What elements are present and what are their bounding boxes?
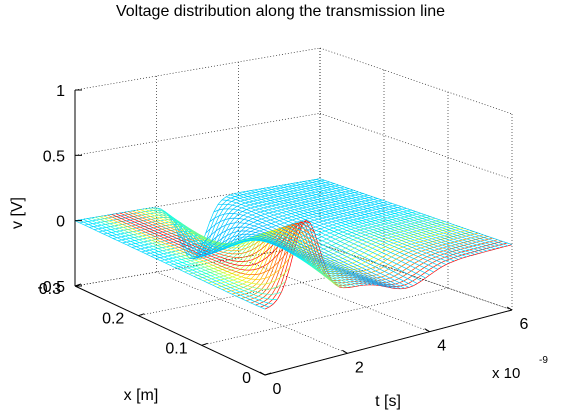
x-tick — [201, 342, 208, 346]
surface-column — [242, 191, 434, 273]
axes-box — [74, 90, 513, 376]
surface-column — [279, 185, 471, 256]
surface-column — [226, 196, 418, 284]
x-tick — [138, 313, 145, 317]
grid-line — [238, 257, 430, 332]
t-tick-label: 4 — [437, 338, 446, 355]
surface-column — [87, 218, 278, 300]
surface-column — [213, 208, 406, 289]
x-tick — [74, 283, 82, 287]
surface-column — [95, 216, 286, 290]
x-tick-label: 0.3 — [39, 281, 61, 298]
t-tick — [342, 349, 348, 354]
x-axis-line — [74, 285, 266, 376]
surface-column — [193, 230, 385, 287]
surface-column — [197, 226, 389, 288]
surface-column — [262, 188, 455, 262]
t-tick — [424, 328, 430, 333]
surface-column — [136, 209, 328, 271]
grid-layer — [74, 47, 513, 376]
z-tick-label: -0.5 — [37, 279, 65, 296]
surface-column — [238, 192, 430, 276]
t-tick — [259, 371, 266, 376]
surface-column — [217, 203, 410, 288]
surface-column — [270, 186, 463, 259]
z-tick-label: 0 — [56, 214, 65, 231]
tick-marks: -0.5 0 0.5 1 0 2 4 6 0 0.1 0.2 0.3 — [37, 83, 528, 398]
surface-column — [266, 187, 459, 260]
x-tick — [264, 372, 272, 376]
surface-column — [319, 178, 513, 246]
x-axis-label: t [s] — [375, 393, 401, 410]
surface-column — [74, 220, 266, 310]
t-axis-line — [264, 309, 513, 376]
surface-column — [127, 211, 319, 255]
surface-column — [221, 199, 414, 287]
surface-column — [315, 179, 509, 247]
surface-column — [132, 210, 323, 260]
surface-column — [107, 214, 299, 276]
z-tick-label: 0.5 — [43, 148, 65, 165]
surface-column — [115, 213, 307, 267]
surface-column — [201, 222, 393, 289]
surface-column — [99, 216, 290, 285]
surface-column — [283, 184, 476, 255]
axis-labels: v [V] t [s] x [m] x 10 -9 — [9, 197, 548, 410]
surface-column — [291, 183, 484, 253]
t-tick — [506, 306, 513, 311]
surface-column — [311, 179, 504, 248]
surface-column — [287, 183, 480, 254]
surface-column — [230, 194, 422, 282]
surface-column — [250, 190, 443, 268]
surface-column — [303, 181, 496, 250]
z-axis-label: v [V] — [9, 197, 26, 229]
surface-column — [295, 182, 488, 252]
x-scale-factor: x 10 — [492, 365, 520, 382]
surface-column — [307, 180, 500, 249]
x-tick-label: 0.1 — [165, 340, 187, 357]
chart-title: Voltage distribution along the transmiss… — [115, 3, 446, 20]
surface-column — [254, 189, 447, 265]
surface-column — [180, 238, 373, 286]
surface-column — [258, 188, 451, 264]
y-axis-label: x [m] — [124, 387, 159, 404]
x-tick-label: 0.2 — [102, 311, 124, 328]
surface-column — [185, 236, 377, 286]
grid-line — [201, 287, 449, 346]
grid-line — [319, 243, 513, 311]
surface-column — [103, 215, 295, 280]
surface-column — [78, 219, 270, 308]
grid-line — [74, 113, 321, 156]
surface-column — [246, 190, 439, 270]
surface-column — [111, 214, 303, 271]
grid-line — [319, 47, 513, 115]
surface-column — [140, 209, 332, 280]
surface-column — [189, 233, 381, 287]
surface-column — [83, 218, 274, 305]
surface-mesh — [74, 178, 513, 310]
surface-column — [123, 211, 315, 258]
surface-column — [299, 181, 492, 251]
grid-line — [319, 113, 513, 180]
z-tick-label: 1 — [56, 83, 65, 100]
t-tick-label: 0 — [273, 381, 282, 398]
grid-line — [74, 47, 321, 91]
surface-column — [91, 217, 282, 295]
surface-column — [234, 193, 426, 279]
x-scale-exponent: -9 — [539, 355, 548, 366]
surface-column — [205, 217, 397, 289]
surface-column — [176, 232, 369, 286]
t-tick-label: 2 — [355, 359, 364, 376]
surface-column — [274, 186, 467, 258]
surface-column — [209, 213, 402, 290]
t-tick-label: 6 — [520, 316, 529, 333]
x-tick-label: 0 — [242, 370, 251, 387]
